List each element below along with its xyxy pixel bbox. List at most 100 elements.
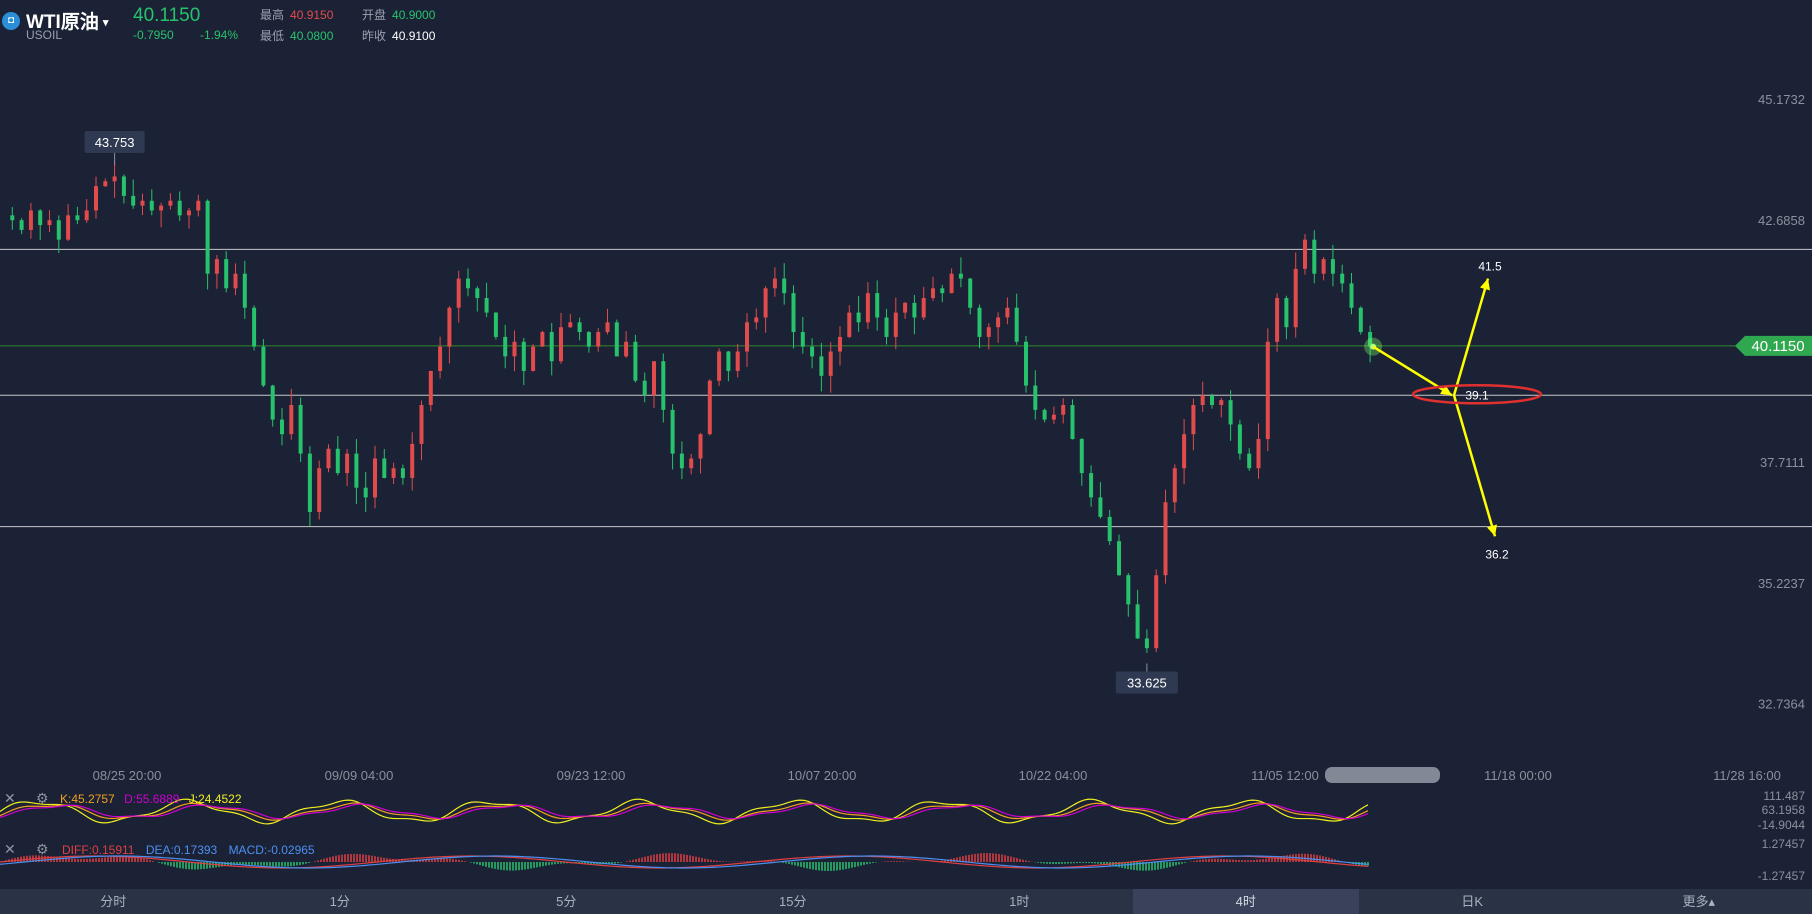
candle <box>754 317 759 323</box>
candle <box>745 322 749 352</box>
candle <box>707 380 712 435</box>
candle <box>726 351 731 371</box>
kdj-legend: K:45.2757 D:55.6889 J:24.4522 <box>60 792 242 806</box>
candle <box>1191 405 1196 435</box>
candle <box>977 307 982 337</box>
low-label: 最低 <box>260 29 285 43</box>
macd-macd-value: MACD:-0.02965 <box>228 843 315 857</box>
y-tick-label: 37.7111 <box>1760 455 1805 470</box>
down-target-label: 36.2 <box>1485 547 1509 561</box>
high-marker-label: 43.753 <box>95 135 135 150</box>
candle <box>140 200 145 206</box>
candle <box>28 210 33 230</box>
candle <box>1256 439 1261 469</box>
tab-4hour[interactable]: 4时 <box>1132 889 1359 914</box>
candle <box>159 205 164 211</box>
tab-15min[interactable]: 15分 <box>779 894 807 909</box>
candle <box>568 322 573 328</box>
candle <box>819 356 824 376</box>
candle <box>307 453 312 512</box>
y-tick-label: 45.1732 <box>1758 92 1805 107</box>
candle <box>596 332 601 347</box>
candle <box>10 215 15 221</box>
candle <box>521 341 526 371</box>
candle <box>428 370 433 405</box>
up-target-label: 41.5 <box>1478 260 1502 274</box>
candle <box>317 468 322 512</box>
low-marker-label: 33.625 <box>1127 676 1167 691</box>
candle <box>884 317 889 337</box>
candle <box>112 176 117 182</box>
close-kdj-icon[interactable]: ✕ <box>4 790 16 806</box>
candle <box>84 210 89 221</box>
x-tick-label: 11/18 00:00 <box>1484 768 1552 783</box>
macd-settings-icon[interactable]: ⚙ <box>36 841 49 857</box>
price-change-percent: -1.94% <box>200 28 239 42</box>
macd-axis-label: -1.27457 <box>1758 869 1806 883</box>
low-stat: 最低 40.0800 <box>260 27 333 44</box>
candle <box>187 210 191 216</box>
candle <box>410 443 415 478</box>
candle <box>856 312 861 323</box>
candle <box>1368 332 1373 347</box>
tab-1min[interactable]: 1分 <box>329 894 350 909</box>
candle <box>47 220 52 226</box>
candle <box>1200 395 1205 405</box>
candle <box>642 380 647 396</box>
arrow-up-target <box>1452 278 1490 396</box>
current-price-tag-label: 40.1150 <box>1751 338 1804 355</box>
candle <box>1117 541 1121 576</box>
high-stat: 最高 40.9150 <box>260 6 333 23</box>
candle <box>958 273 963 279</box>
candle <box>1079 439 1084 474</box>
kdj-j-line <box>0 798 1369 825</box>
candle <box>196 200 201 211</box>
high-marker-box <box>84 130 145 153</box>
candle <box>168 200 173 206</box>
candle <box>903 302 908 313</box>
x-tick-label: 11/05 12:00 <box>1251 768 1319 783</box>
kdj-j-value: J:24.4522 <box>188 792 242 806</box>
candle <box>1051 414 1056 420</box>
candle <box>577 322 582 333</box>
candle <box>1219 400 1224 405</box>
candle <box>531 346 536 371</box>
symbol-code: USOIL <box>26 28 63 42</box>
tab-intraday[interactable]: 分时 <box>100 894 127 909</box>
candle <box>1024 341 1028 386</box>
symbol-selector[interactable]: WTI原油 ▾ <box>26 7 108 34</box>
tab-daily[interactable]: 日K <box>1461 894 1484 909</box>
tab-5min[interactable]: 5分 <box>556 894 577 909</box>
candle <box>1182 434 1187 469</box>
candle <box>512 341 517 357</box>
price-change: -0.7950 <box>133 28 174 42</box>
symbol-name: WTI原油 <box>26 12 99 33</box>
candle <box>1312 239 1317 274</box>
high-value: 40.9150 <box>290 8 334 22</box>
tab-more[interactable]: 更多▴ <box>1682 894 1716 909</box>
tab-1hour[interactable]: 1时 <box>1009 894 1030 909</box>
prev-close-stat: 昨收 40.9100 <box>362 27 435 44</box>
candle <box>810 346 815 357</box>
candle <box>94 186 98 211</box>
candle <box>56 220 61 240</box>
candle <box>670 409 675 454</box>
current-price-tag <box>1735 335 1812 356</box>
candle <box>484 298 489 313</box>
candle <box>1144 638 1149 649</box>
macd-diff-value: DIFF:0.15911 <box>62 843 135 857</box>
close-macd-icon[interactable]: ✕ <box>4 841 16 857</box>
candle <box>921 298 926 318</box>
candle <box>865 293 870 323</box>
open-label: 开盘 <box>362 8 387 22</box>
candle <box>419 405 424 444</box>
macd-axis-label: 1.27457 <box>1762 837 1806 851</box>
candle <box>1247 453 1252 469</box>
candle <box>233 273 238 289</box>
symbol-header: ◘ WTI原油 ▾ USOIL 40.1150 -0.7950 -1.94% 最高… <box>0 0 600 44</box>
candle <box>1340 273 1345 284</box>
kdj-settings-icon[interactable]: ⚙ <box>36 790 49 806</box>
candle <box>205 200 210 274</box>
candle <box>1154 575 1159 649</box>
